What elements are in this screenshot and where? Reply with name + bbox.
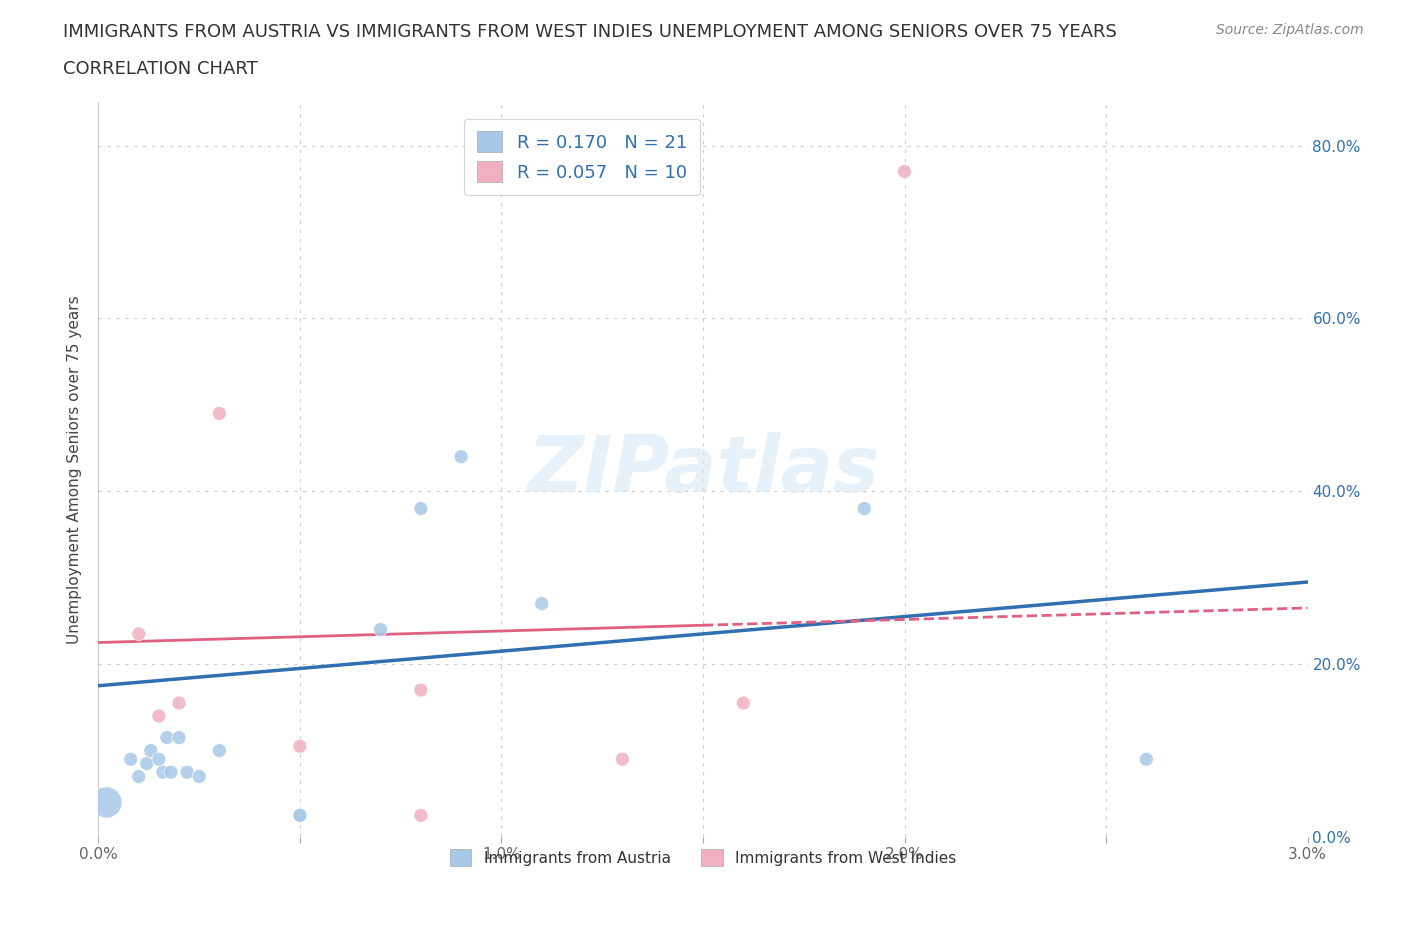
Point [853,501,876,516]
Point [135,756,157,771]
Point [288,738,311,753]
Text: CORRELATION CHART: CORRELATION CHART [63,60,259,78]
Point [450,449,472,464]
Point [1135,751,1157,766]
Point [167,696,190,711]
Point [370,622,392,637]
Point [139,743,162,758]
Text: ZIPatlas: ZIPatlas [527,432,879,508]
Point [612,751,634,766]
Point [148,751,170,766]
Text: Source: ZipAtlas.com: Source: ZipAtlas.com [1216,23,1364,37]
Point [409,808,432,823]
Point [288,808,311,823]
Point [167,730,190,745]
Point [152,764,174,779]
Point [128,627,150,642]
Point [893,164,915,179]
Point [120,751,142,766]
Point [409,683,432,698]
Point [208,406,231,421]
Point [188,769,211,784]
Point [409,501,432,516]
Legend: Immigrants from Austria, Immigrants from West Indies: Immigrants from Austria, Immigrants from… [439,838,967,877]
Point [530,596,553,611]
Point [160,764,183,779]
Point [208,743,231,758]
Point [96,795,118,810]
Point [148,709,170,724]
Point [288,808,311,823]
Point [128,769,150,784]
Point [733,696,755,711]
Text: IMMIGRANTS FROM AUSTRIA VS IMMIGRANTS FROM WEST INDIES UNEMPLOYMENT AMONG SENIOR: IMMIGRANTS FROM AUSTRIA VS IMMIGRANTS FR… [63,23,1118,41]
Point [156,730,179,745]
Point [176,764,198,779]
Y-axis label: Unemployment Among Seniors over 75 years: Unemployment Among Seniors over 75 years [67,296,83,644]
